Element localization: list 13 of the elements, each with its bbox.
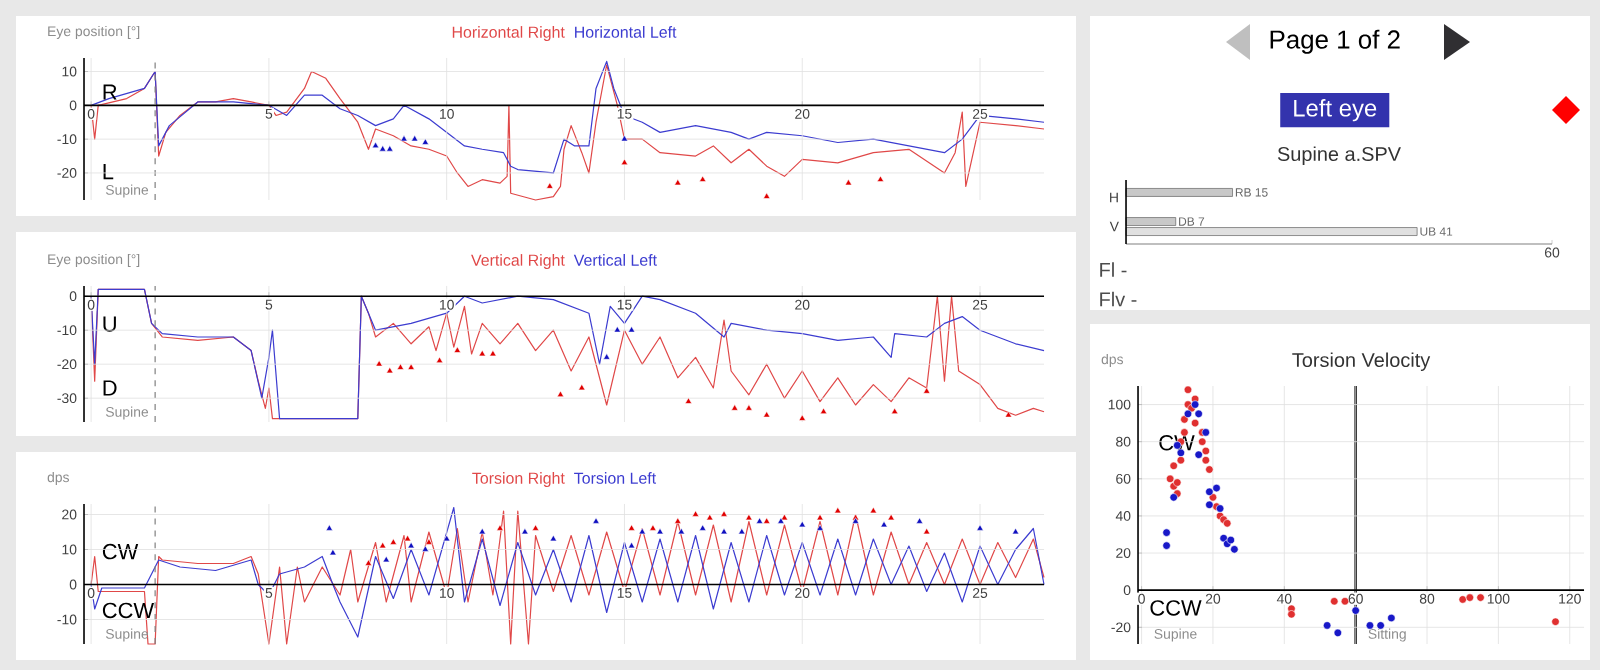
annotation: L xyxy=(103,164,114,180)
annotation: CCW xyxy=(1150,600,1202,616)
annotation: U xyxy=(103,316,116,332)
text: Left eye xyxy=(1294,99,1377,122)
annotation: CW xyxy=(102,543,139,560)
chart-title: Supine a.SPV xyxy=(1277,146,1401,165)
text: Fl - xyxy=(1100,262,1127,277)
annotation: R xyxy=(103,84,117,100)
annotation: D xyxy=(103,380,117,396)
text: Page 1 of 2 xyxy=(1270,29,1400,54)
text: Flv - xyxy=(1100,291,1137,307)
annotation: CCW xyxy=(102,602,155,619)
chart-title: Torsion Velocity xyxy=(1292,352,1431,371)
